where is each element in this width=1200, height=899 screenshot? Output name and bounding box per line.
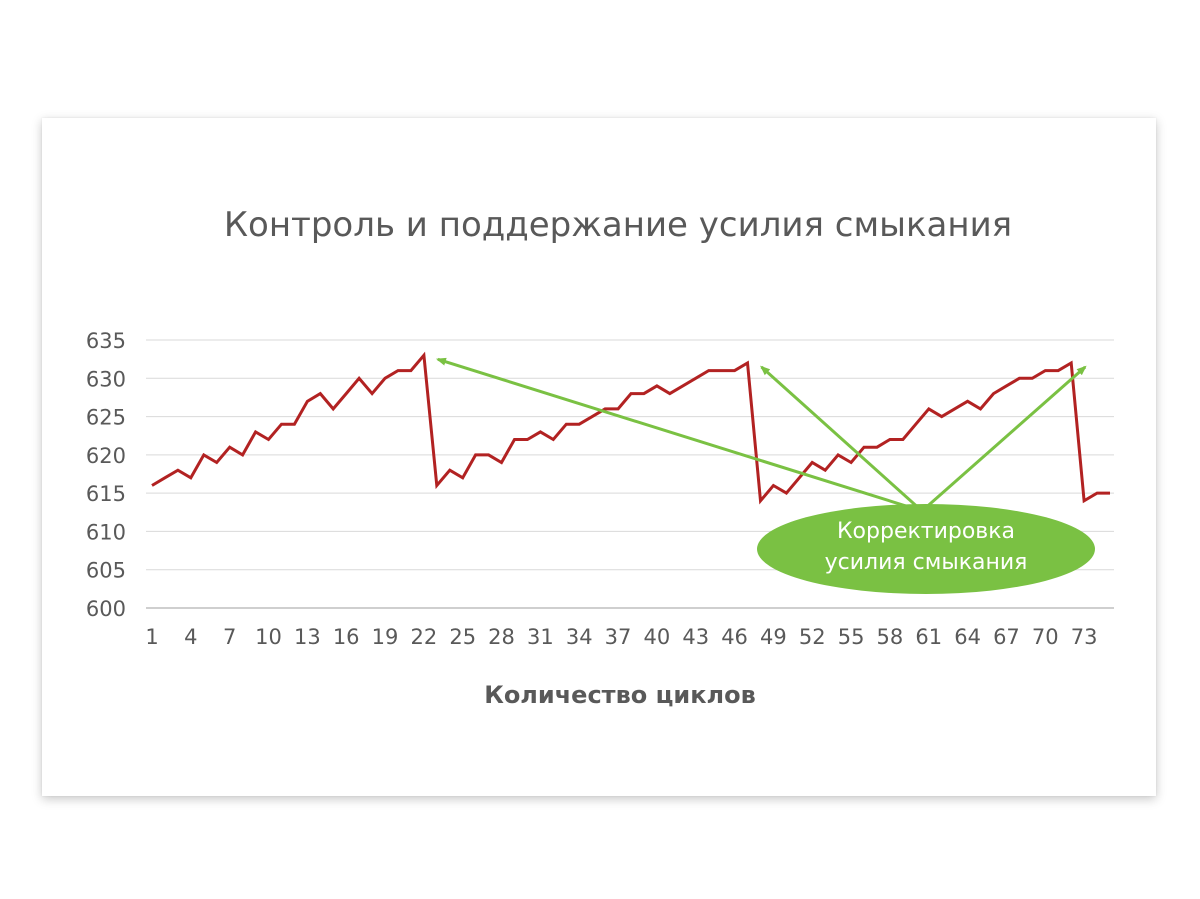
- x-tick-label: 1: [145, 625, 158, 649]
- annotation-arrow: [435, 357, 923, 513]
- y-tick-label: 615: [86, 482, 126, 506]
- x-tick-label: 16: [333, 625, 360, 649]
- x-tick-label: 10: [255, 625, 282, 649]
- gridlines: [146, 339, 1114, 609]
- y-tick-label: 600: [86, 597, 126, 621]
- x-tick-label: 64: [954, 625, 981, 649]
- series-layer: [151, 351, 1110, 505]
- x-tick-label: 4: [184, 625, 197, 649]
- y-tick-label: 630: [86, 367, 126, 391]
- series-line: [151, 351, 1110, 505]
- x-tick-label: 25: [449, 625, 476, 649]
- x-tick-label: 19: [372, 625, 399, 649]
- x-tick-label: 61: [915, 625, 942, 649]
- x-tick-label: 52: [799, 625, 826, 649]
- chart-title: Контроль и поддержание усилия смыкания: [224, 205, 1012, 245]
- x-tick-label: 70: [1032, 625, 1059, 649]
- annotation: Корректировка усилия смыкания: [435, 357, 1095, 594]
- x-tick-label: 46: [721, 625, 748, 649]
- annotation-arrow: [760, 365, 924, 513]
- annotation-arrow: [921, 365, 1087, 513]
- x-tick-label: 28: [488, 625, 515, 649]
- y-tick-label: 610: [86, 520, 126, 544]
- x-tick-label: 55: [838, 625, 865, 649]
- x-tick-label: 49: [760, 625, 787, 649]
- y-axis-ticks: 600 605 610 615 620 625 630 635: [86, 329, 126, 621]
- x-axis-ticks: 1 4 7 10 13 16 19 22 25 28 31 34 37 40 43 46 49 52 55 58 61 6…: [145, 625, 1097, 649]
- x-tick-label: 43: [682, 625, 709, 649]
- x-axis-title: Количество циклов: [484, 681, 756, 709]
- annotation-bubble: [757, 504, 1095, 594]
- x-tick-label: 22: [410, 625, 437, 649]
- x-tick-label: 67: [993, 625, 1020, 649]
- annotation-text-line1: Корректировка: [837, 519, 1015, 544]
- y-tick-label: 625: [86, 406, 126, 430]
- annotation-text-line2: усилия смыкания: [825, 550, 1028, 575]
- y-tick-label: 605: [86, 559, 126, 583]
- y-tick-label: 620: [86, 444, 126, 468]
- x-tick-label: 34: [566, 625, 593, 649]
- chart-svg: Контроль и поддержание усилия смыкания 6…: [86, 205, 1114, 709]
- x-tick-label: 7: [223, 625, 236, 649]
- x-tick-label: 31: [527, 625, 554, 649]
- y-tick-label: 635: [86, 329, 126, 353]
- x-tick-label: 13: [294, 625, 321, 649]
- x-tick-label: 58: [877, 625, 904, 649]
- x-tick-label: 73: [1071, 625, 1098, 649]
- x-tick-label: 40: [644, 625, 671, 649]
- chart-card: Контроль и поддержание усилия смыкания 6…: [42, 118, 1156, 796]
- x-tick-label: 37: [605, 625, 632, 649]
